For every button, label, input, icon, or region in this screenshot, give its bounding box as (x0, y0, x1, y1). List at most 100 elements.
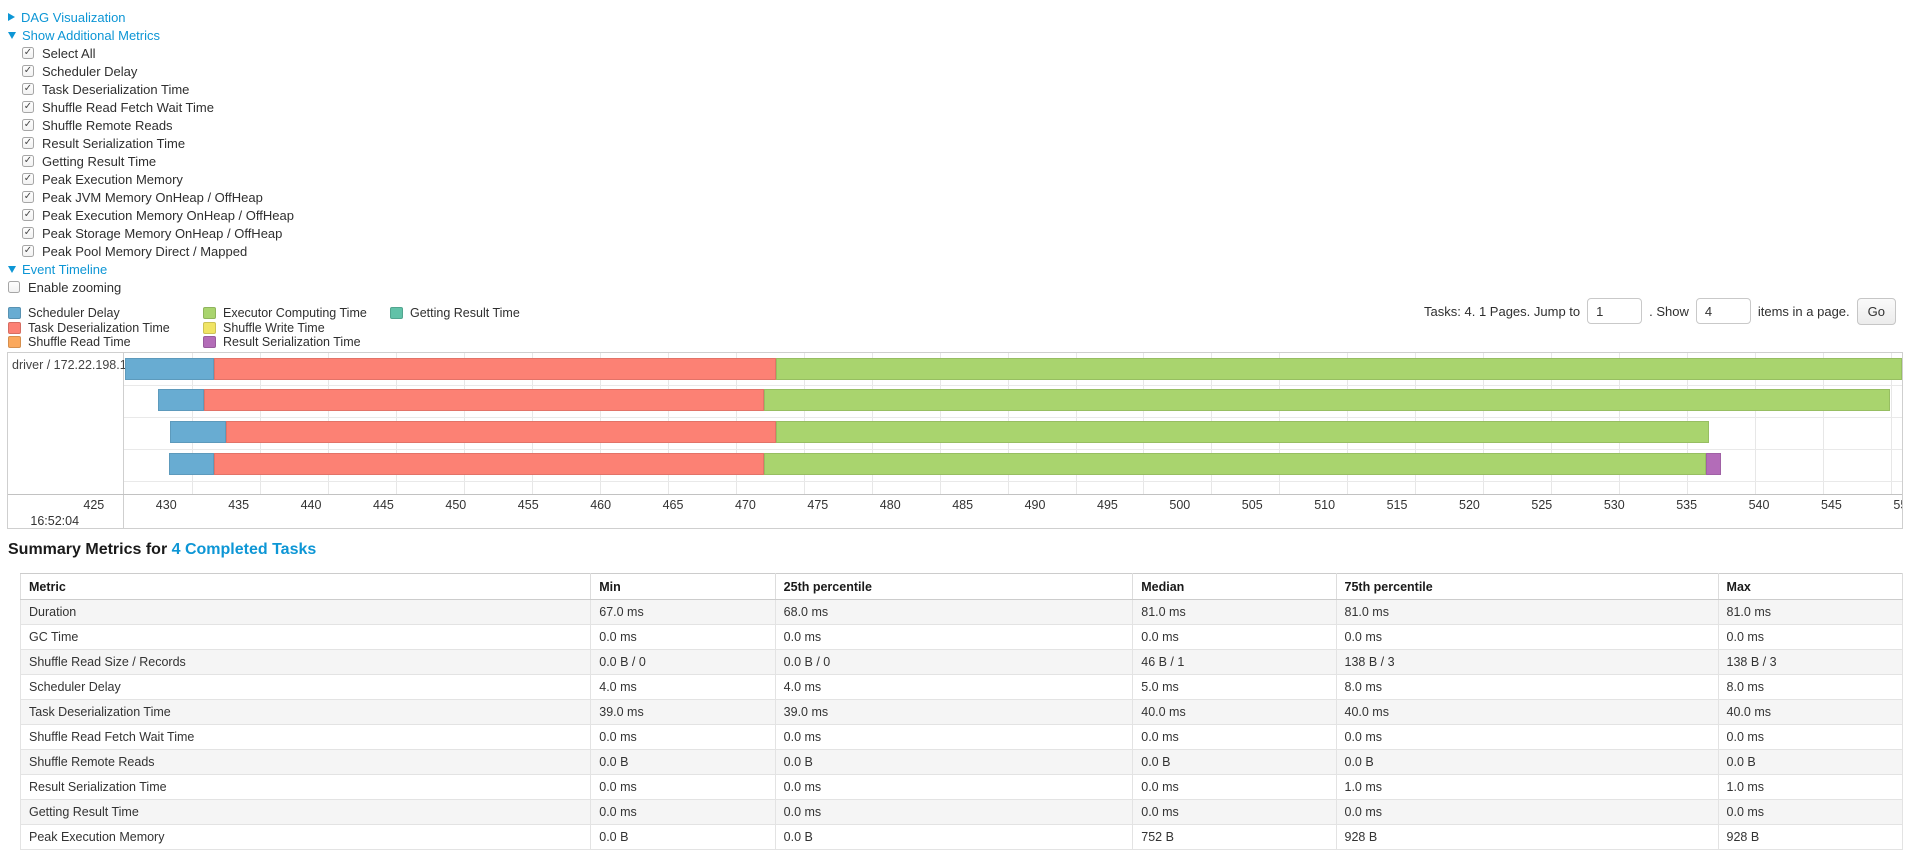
task-bar-segment-scheduler-delay[interactable] (170, 421, 226, 443)
timeline-plot-area (124, 353, 1902, 494)
metric-value-cell: 0.0 ms (1132, 724, 1337, 750)
legend-label: Executor Computing Time (223, 306, 367, 321)
timeline-controls: DAG Visualization Show Additional Metrics… (8, 8, 294, 296)
metric-value-cell: 0.0 B (774, 824, 1134, 850)
metric-peak-execution-memory-onheap-offheap-label: Peak Execution Memory OnHeap / OffHeap (42, 207, 294, 223)
task-bar-segment-executor-computing[interactable] (764, 389, 1890, 411)
timeline-axis-major-label: 16:52:04 (30, 514, 80, 528)
metric-result-serialization-time-label: Result Serialization Time (42, 135, 186, 151)
metric-peak-execution-memory-onheap-offheap-checkbox[interactable] (22, 209, 34, 221)
table-row: Scheduler Delay 4.0 ms 4.0 ms 5.0 ms 8.0 ms 8… (19, 674, 1904, 700)
metric-peak-storage-memory-onheap-offheap-checkbox[interactable] (22, 227, 34, 239)
table-row: Result Serialization Time 0.0 ms 0.0 ms 0.0… (19, 774, 1904, 800)
metric-getting-result-time-checkbox[interactable] (22, 155, 34, 167)
metric-value-cell: 81.0 ms (1132, 599, 1337, 625)
enable-zooming-checkbox[interactable] (8, 281, 20, 293)
legend-column: Getting Result Time (390, 306, 520, 321)
task-bar-segment-task-deserialization[interactable] (213, 453, 765, 475)
metric-name-cell: Shuffle Read Size / Records (19, 649, 592, 675)
metric-value-cell: 39.0 ms (590, 699, 776, 725)
metric-value-cell: 0.0 B (1132, 749, 1337, 775)
metric-value-cell: 81.0 ms (1335, 599, 1719, 625)
metric-value-cell: 0.0 ms (1335, 799, 1719, 825)
metric-value-cell: 0.0 ms (1717, 799, 1904, 825)
metric-value-cell: 0.0 B / 0 (774, 649, 1134, 675)
metric-value-cell: 0.0 ms (590, 624, 776, 650)
metric-scheduler-delay-checkbox[interactable] (22, 65, 34, 77)
task-bar-segment-result-serialization[interactable] (1706, 453, 1722, 475)
pagination-suffix: items in a page. (1757, 303, 1850, 319)
timeline-row-separator (124, 417, 1902, 418)
chevron-down-icon (8, 31, 16, 39)
timeline-axis-tick-label: 530 (1603, 498, 1625, 512)
dag-visualization-toggle[interactable]: DAG Visualization (8, 10, 126, 25)
metric-peak-execution-memory-label: Peak Execution Memory (42, 171, 183, 187)
shuffle-write-swatch (203, 321, 216, 334)
metric-value-cell: 0.0 B (590, 824, 776, 850)
metric-peak-jvm-memory-onheap-offheap-checkbox[interactable] (22, 191, 34, 203)
task-pagination: Tasks: 4. 1 Pages. Jump to . Show items … (1424, 297, 1896, 325)
task-bar-segment-task-deserialization[interactable] (225, 421, 777, 443)
table-row: Getting Result Time 0.0 ms 0.0 ms 0.0 ms 0.0… (19, 799, 1904, 825)
metric-name-cell: Shuffle Remote Reads (19, 749, 592, 775)
task-bar-segment-scheduler-delay[interactable] (168, 453, 214, 475)
timeline-axis-tick-label: 435 (228, 498, 250, 512)
metric-value-cell: 0.0 B (1335, 749, 1719, 775)
result-serialization-swatch (203, 336, 216, 349)
metric-value-cell: 81.0 ms (1717, 599, 1904, 625)
metric-value-cell: 40.0 ms (1132, 699, 1337, 725)
metric-name-cell: Task Deserialization Time (19, 699, 592, 725)
timeline-gridline (1891, 353, 1893, 494)
summary-column-header: Max (1717, 573, 1904, 600)
metric-shuffle-remote-reads-checkbox[interactable] (22, 119, 34, 131)
jump-to-page-input[interactable] (1587, 298, 1643, 324)
metric-task-deserialization-time-checkbox[interactable] (22, 83, 34, 95)
timeline-gridline (1755, 353, 1757, 494)
metric-value-cell: 0.0 ms (774, 774, 1134, 800)
metric-value-cell: 68.0 ms (774, 599, 1134, 625)
task-bar-segment-executor-computing[interactable] (776, 358, 1902, 380)
show-additional-metrics-toggle[interactable]: Show Additional Metrics (8, 28, 160, 43)
metric-task-deserialization-time-label: Task Deserialization Time (42, 81, 190, 97)
event-timeline-toggle[interactable]: Event Timeline (8, 262, 107, 277)
dag-visualization-toggle-label: DAG Visualization (21, 9, 126, 25)
go-button[interactable]: Go (1856, 297, 1896, 325)
table-row: Shuffle Read Fetch Wait Time 0.0 ms 0.0 ms… (19, 724, 1904, 750)
task-bar-segment-executor-computing[interactable] (776, 421, 1709, 443)
metric-select-all-checkbox[interactable] (22, 47, 34, 59)
metric-name-cell: Scheduler Delay (19, 674, 592, 700)
timeline-executor-column: driver / 172.22.198.104 (8, 353, 141, 528)
metric-select-all-label: Select All (42, 45, 96, 61)
metric-result-serialization-time-checkbox[interactable] (22, 137, 34, 149)
task-bar-segment-task-deserialization[interactable] (213, 358, 777, 380)
metric-getting-result-time-label: Getting Result Time (42, 153, 157, 169)
legend-item: Shuffle Read Time (8, 335, 170, 350)
timeline-axis-tick-label: 455 (517, 498, 539, 512)
task-bar-segment-executor-computing[interactable] (764, 453, 1707, 475)
table-row: Shuffle Read Size / Records 0.0 B / 0 0.0 … (19, 649, 1904, 675)
timeline-axis-tick-label: 450 (445, 498, 467, 512)
metric-shuffle-remote-reads-label: Shuffle Remote Reads (42, 117, 173, 133)
task-bar-segment-scheduler-delay[interactable] (157, 389, 205, 411)
metric-shuffle-read-fetch-wait-time-checkbox[interactable] (22, 101, 34, 113)
enable-zooming-label: Enable zooming (28, 279, 122, 295)
metric-value-cell: 0.0 ms (1132, 774, 1337, 800)
timeline-row-separator (124, 481, 1902, 482)
metric-peak-execution-memory-checkbox[interactable] (22, 173, 34, 185)
table-row: Duration 67.0 ms 68.0 ms 81.0 ms 81.0 ms 81.0… (19, 599, 1904, 625)
timeline-axis-tick-label: 470 (735, 498, 756, 512)
metric-value-cell: 0.0 ms (774, 799, 1134, 825)
task-bar-segment-task-deserialization[interactable] (204, 389, 765, 411)
event-timeline-toggle-label: Event Timeline (22, 261, 108, 277)
legend-label: Scheduler Delay (28, 306, 120, 321)
metric-peak-pool-memory-direct-mapped-checkbox[interactable] (22, 245, 34, 257)
metric-value-cell: 46 B / 1 (1132, 649, 1337, 675)
metric-value-cell: 0.0 ms (590, 724, 776, 750)
metric-shuffle-read-fetch-wait-time-label: Shuffle Read Fetch Wait Time (42, 99, 214, 115)
legend-label: Shuffle Read Time (28, 335, 131, 350)
summary-column-header: Min (590, 573, 776, 600)
task-bar-segment-scheduler-delay[interactable] (125, 358, 214, 380)
completed-tasks-link[interactable]: 4 Completed Tasks (171, 541, 317, 558)
metric-value-cell: 0.0 ms (774, 624, 1134, 650)
items-per-page-input[interactable] (1695, 298, 1751, 324)
